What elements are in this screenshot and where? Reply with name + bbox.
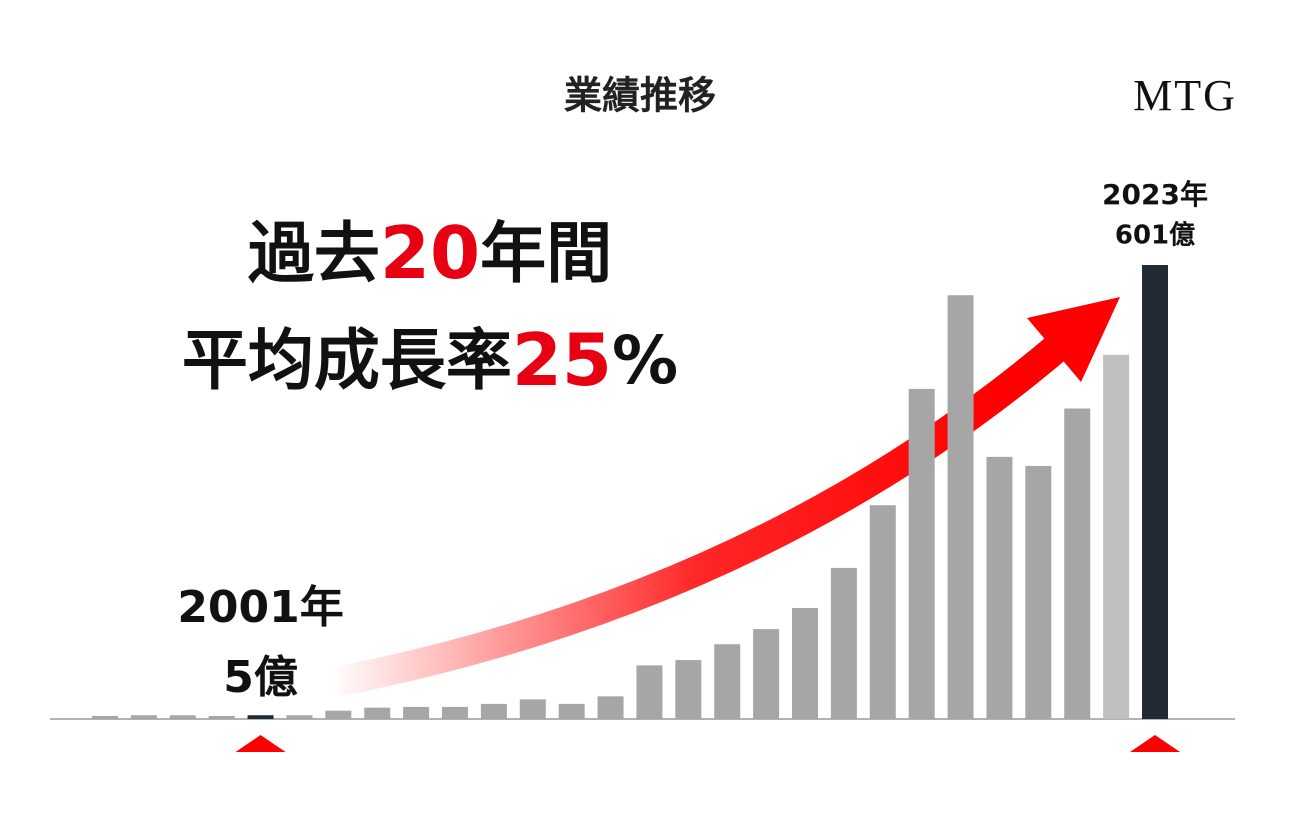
headline-line2: 平均成長率25%: [182, 318, 678, 402]
bar: [130, 715, 157, 719]
bar: [558, 703, 585, 719]
logo: MTG: [1133, 71, 1237, 120]
bar: [208, 715, 235, 719]
bar: [636, 665, 663, 719]
bar: [519, 699, 546, 719]
bar: [1064, 408, 1091, 719]
bar: [830, 567, 857, 719]
bar: [1142, 265, 1168, 719]
headline-part: 25: [512, 318, 612, 402]
arrow-head: [1027, 297, 1120, 382]
annotation-year: 2023年: [1102, 178, 1208, 211]
headline-part: 過去: [248, 215, 380, 292]
annotation-value: 601億: [1115, 221, 1195, 251]
bar: [597, 696, 624, 719]
bar: [792, 607, 818, 719]
headline-part: %: [612, 322, 678, 399]
bar: [1103, 354, 1130, 719]
bar: [286, 715, 313, 719]
bar: [986, 456, 1013, 719]
headline-part: 20: [380, 211, 480, 295]
annotation-year: 2001年: [177, 582, 343, 633]
annotation-value: 5億: [223, 652, 298, 703]
bar: [169, 715, 196, 719]
marker-triangle: [1130, 735, 1180, 752]
headline-part: 年間: [480, 215, 612, 292]
bar: [480, 703, 507, 719]
bar: [403, 706, 430, 719]
bar: [869, 505, 896, 719]
bar: [947, 295, 974, 719]
bar: [442, 706, 468, 719]
bar: [364, 707, 391, 719]
headline-part: 平均成長率: [182, 322, 512, 399]
chart-title: 業績推移: [564, 74, 716, 118]
bar: [753, 629, 780, 719]
marker-triangle: [235, 735, 286, 752]
headline-line1: 過去20年間: [248, 211, 612, 295]
bar: [325, 710, 352, 719]
bar: [675, 660, 702, 719]
bar: [247, 715, 274, 719]
bar: [1025, 465, 1052, 719]
bar: [92, 715, 118, 719]
bar: [908, 388, 935, 719]
bar: [714, 644, 741, 719]
